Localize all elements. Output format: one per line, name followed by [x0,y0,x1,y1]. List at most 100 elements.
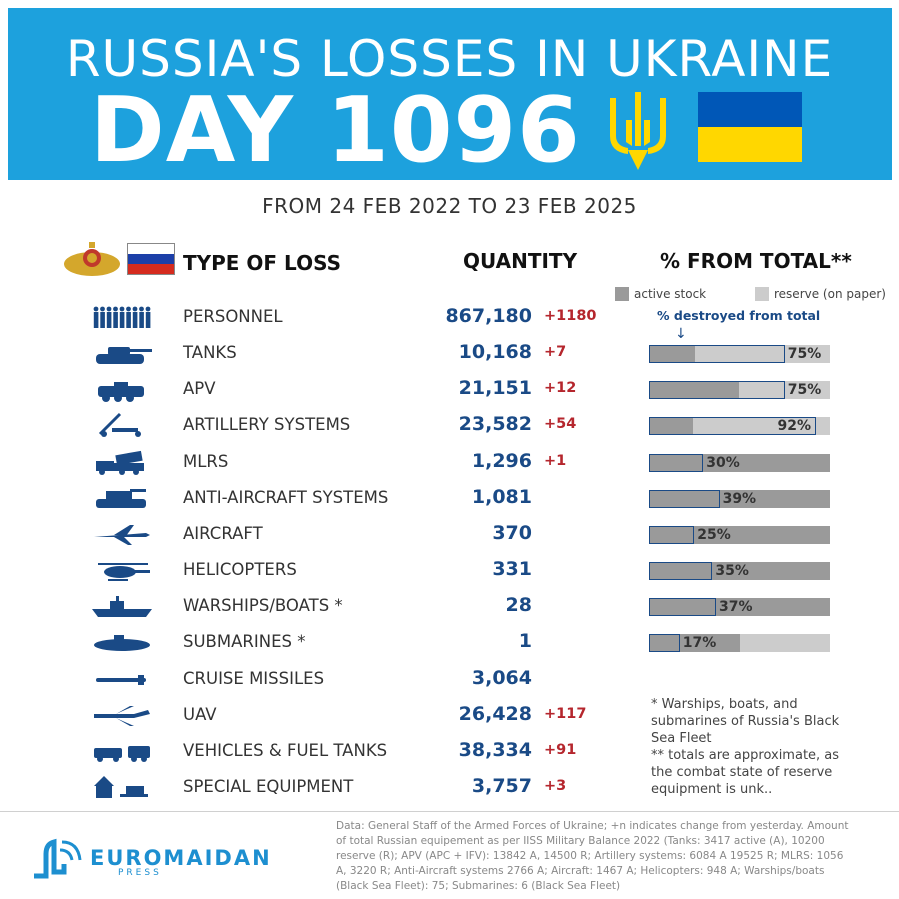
row-change: +12 [544,380,577,397]
logo-subtitle: PRESS [118,868,162,878]
title-line-1: RUSSIA'S LOSSES IN UKRAINE [65,30,834,88]
aircraft-icon [94,524,150,545]
warship-icon [92,596,152,618]
row-quantity: 3,757 [471,774,532,797]
legend-active-label: active stock [634,287,707,301]
row-label: APV [183,379,216,399]
header-percent: % FROM TOTAL** [660,249,852,273]
row-change: +7 [544,344,567,361]
ukraine-trident-icon [610,92,666,170]
row-quantity: 38,334 [458,738,532,761]
legend-reserve-swatch [755,287,769,301]
row-quantity: 331 [492,558,532,581]
row-quantity: 370 [492,521,532,544]
percent-label: 35% [715,563,749,580]
row-label: PERSONNEL [183,307,283,326]
mlrs-icon [96,450,144,475]
helicopter-icon [98,563,150,582]
date-range: FROM 24 FEB 2022 TO 23 FEB 2025 [262,194,637,218]
vehicles-icon [94,745,150,762]
row-change: +3 [544,777,567,794]
row-quantity: 26,428 [458,702,532,725]
destroyed-active-part [650,418,694,435]
destroyed-segment [649,489,720,508]
header-quantity: QUANTITY [463,249,578,273]
destroyed-label: % destroyed from total [657,308,821,323]
percent-label: 37% [718,599,753,616]
percent-bar: 75% [649,345,830,364]
percent-label: 25% [697,526,731,543]
soldiers-icon [93,306,151,328]
percent-bar: 30% [649,453,830,472]
row-change: +1180 [544,308,597,324]
footnote-2: ** totals are approximate, as the combat… [651,748,840,797]
title-day: DAY 1096 [90,78,581,183]
percent-bar: 25% [649,525,830,544]
row-label: AIRCRAFT [183,523,263,543]
row-quantity: 23,582 [458,413,532,436]
row-quantity: 1,081 [471,485,532,508]
destroyed-segment [649,598,716,617]
legend-active-swatch [615,287,629,301]
row-quantity: 867,180 [445,305,532,327]
row-label: MLRS [183,451,229,471]
destroyed-segment [649,525,695,544]
destroyed-segment [649,562,713,581]
row-label: ARTILLERY SYSTEMS [183,415,351,435]
percent-label: 17% [682,635,717,652]
destroyed-segment [649,634,680,653]
destroyed-segment [649,453,704,472]
apv-icon [98,382,144,403]
row-label: VEHICLES & FUEL TANKS [183,740,388,760]
uav-icon [94,705,150,726]
row-quantity: 1,296 [471,449,532,472]
row-label: SPECIAL EQUIPMENT [183,776,354,796]
percent-bar: 35% [649,562,830,581]
down-arrow-icon: ↓ [675,326,687,342]
tank-icon [96,347,152,365]
percent-bar: 75% [649,381,830,400]
submarine-icon [94,635,150,652]
row-quantity: 1 [518,630,532,653]
footnotes: * Warships, boats, and submarines of Rus… [651,696,841,798]
russian-mod-emblem-icon [64,242,120,276]
special-equipment-icon [94,775,148,798]
percent-label: 75% [787,382,822,399]
percent-bar: 17% [649,634,830,653]
row-quantity: 10,168 [458,341,532,364]
row-change: +117 [544,705,587,722]
row-label: ANTI-AIRCRAFT SYSTEMS [183,487,389,507]
row-change: +54 [544,416,577,433]
footnote-1: * Warships, boats, and submarines of Rus… [651,697,840,746]
legend-reserve-label: reserve (on paper) [774,287,886,301]
percent-bar: 37% [649,598,830,617]
logo-wordmark: EUROMAIDAN [90,846,272,870]
row-label: UAV [183,704,217,724]
destroyed-active-part [650,382,739,399]
active-segment [649,525,830,544]
divider [0,811,899,812]
percent-label: 92% [777,418,812,435]
percent-label: 30% [706,454,740,471]
percent-label: 39% [722,490,757,507]
row-label: HELICOPTERS [183,560,297,580]
row-label: TANKS [183,343,237,363]
destroyed-active-part [650,346,696,363]
row-label: SUBMARINES * [183,632,306,652]
row-label: WARSHIPS/BOATS * [183,596,343,616]
row-label: CRUISE MISSILES [183,668,325,688]
row-quantity: 21,151 [458,377,532,400]
percent-bar: 39% [649,489,830,508]
header-type-of-loss: TYPE OF LOSS [183,251,341,275]
anti-aircraft-icon [96,488,146,508]
euromaidan-logo-icon [34,838,82,879]
russia-flag-icon [127,243,175,275]
percent-bar: 92% [649,417,830,436]
row-quantity: 3,064 [471,666,532,689]
data-source: Data: General Staff of the Armed Forces … [336,820,849,892]
ukraine-flag-icon [698,92,802,162]
artillery-icon [98,413,141,438]
row-quantity: 28 [505,594,532,617]
row-change: +1 [544,452,567,469]
percent-label: 75% [787,346,822,363]
